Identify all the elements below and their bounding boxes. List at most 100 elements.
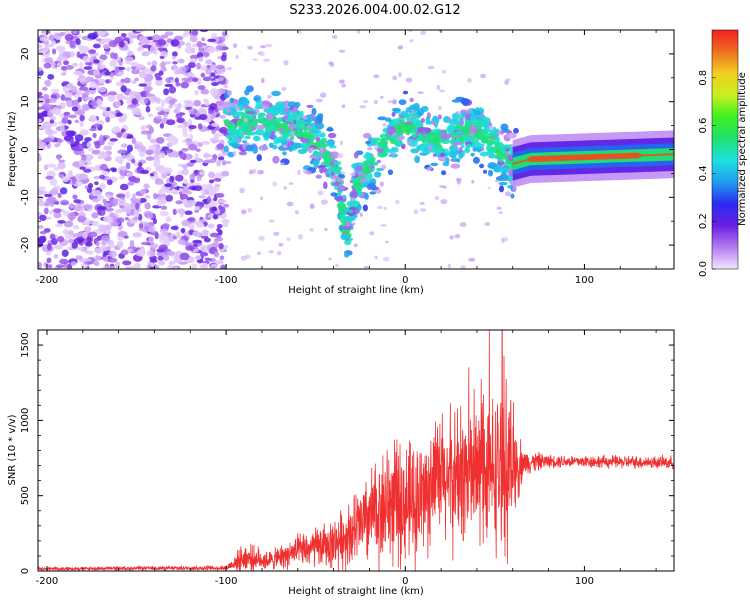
spectrogram-cell <box>58 159 66 164</box>
spectrogram-cell <box>310 112 315 120</box>
spectrogram-cell <box>78 159 85 166</box>
x-tick-label: 0 <box>402 275 408 286</box>
snr-y-ticks: 0 500 1000 1500 <box>20 329 674 574</box>
spectrogram-cell <box>98 209 106 216</box>
spectrogram-cell <box>119 205 124 209</box>
spectrogram-cell <box>135 30 146 33</box>
spectrogram-cell <box>38 112 47 117</box>
spectrogram-cell <box>206 196 212 204</box>
spectrogram-cell <box>189 35 198 43</box>
spectrogram-cell <box>48 98 57 103</box>
spectrogram-cell <box>164 148 174 153</box>
spectrogram-cell <box>139 197 147 203</box>
spectrogram-cell <box>309 227 314 232</box>
spectrogram-cell <box>125 266 135 269</box>
spectrogram-cell <box>466 143 472 148</box>
spectrogram-cell <box>414 155 421 164</box>
spectrogram-cell <box>93 247 104 254</box>
spectrogram-cell <box>110 52 115 59</box>
spectrogram-cell <box>210 72 216 77</box>
spectrogram-cell <box>442 133 451 140</box>
spectrogram-cell <box>500 174 509 182</box>
spectrogram-cell <box>260 45 266 49</box>
spectrogram-cell <box>452 154 457 162</box>
spectrogram-cell <box>98 78 106 84</box>
spectrogram-cell <box>164 183 172 188</box>
spectrogram-cell <box>152 193 158 200</box>
spectrogram-cell <box>331 178 337 183</box>
spectrogram-cell <box>240 112 245 118</box>
spectrogram-cell <box>328 257 332 261</box>
spectrogram-cell <box>209 232 219 238</box>
spectrogram-cell <box>91 198 100 203</box>
spectrogram-cell <box>67 213 77 220</box>
spectrogram-cell <box>161 172 168 179</box>
spectrogram-cell <box>49 119 55 124</box>
spectrogram-cell <box>283 114 289 121</box>
spectrogram-cell <box>168 104 173 109</box>
spectrogram-cell <box>493 129 499 135</box>
spectrogram-cell <box>184 79 192 83</box>
spectrogram-cell <box>507 154 514 162</box>
spectrogram-cell <box>222 203 230 208</box>
spectrogram-cell <box>196 62 201 70</box>
spectrogram-cell <box>163 167 173 175</box>
spectrogram-cell <box>229 142 238 147</box>
spectrogram-cell <box>57 192 62 198</box>
y-tick-label: 0 <box>20 146 31 152</box>
spectrogram-cell <box>263 58 270 62</box>
spectrogram-cell <box>75 143 84 152</box>
colorbar-tick-label: 0.4 <box>698 165 709 181</box>
spectrogram-cell <box>349 172 356 177</box>
spectrogram-cell <box>51 238 58 246</box>
spectrogram-cell <box>400 110 409 118</box>
spectrogram-cell <box>111 127 121 133</box>
spectrogram-cell <box>38 140 44 148</box>
spectrogram-cell <box>188 124 197 130</box>
spectrogram-cell <box>55 264 65 269</box>
spectrogram-cell <box>95 241 100 247</box>
spectrogram-cell <box>247 208 253 213</box>
spectrogram-cell <box>50 94 57 99</box>
spectrogram-cell <box>126 171 134 177</box>
spectrogram-cell <box>127 248 133 253</box>
spectrogram-cell <box>402 90 409 95</box>
spectrogram-cell <box>109 60 117 67</box>
spectrogram-cell <box>451 112 461 120</box>
spectrogram-cell <box>175 200 183 205</box>
spectrogram-cell <box>170 225 179 231</box>
spectrogram-cell <box>108 40 118 48</box>
spectrogram-cell <box>307 128 317 132</box>
spectrogram-cell <box>392 75 398 81</box>
spectrogram-cell <box>469 125 478 133</box>
spectrogram-cell <box>222 221 229 228</box>
spectrogram-cell <box>374 255 379 260</box>
spectrogram-cell <box>227 90 232 96</box>
colorbar-ticks: 0.0 0.2 0.4 0.6 0.8 <box>698 70 716 277</box>
spectrogram-cell <box>187 62 196 69</box>
spectrogram-cell <box>130 91 139 96</box>
spectrogram-cell <box>468 257 476 262</box>
spectrogram-cell <box>256 154 262 162</box>
spectrogram-cell <box>172 235 177 240</box>
spectrogram-cell <box>93 260 99 266</box>
snr-x-ticks: -200 -100 0 100 <box>36 330 657 587</box>
spectrogram-cell <box>384 117 392 123</box>
spectrogram-cell <box>392 99 397 105</box>
spectrogram-cell <box>480 73 486 79</box>
spectrogram-cell <box>157 255 164 261</box>
colorbar-gradient <box>712 30 738 269</box>
spectrogram-blobs <box>38 30 674 269</box>
spectrogram-cell <box>160 34 169 39</box>
spectrogram-cell <box>138 161 143 168</box>
spectrogram-cell <box>169 175 175 183</box>
spectrogram-cell <box>412 126 418 132</box>
spectrogram-cell <box>409 39 414 43</box>
spectrogram-cell <box>485 140 495 146</box>
spectrogram-cell <box>173 190 179 195</box>
spectrogram-cell <box>190 222 195 229</box>
spectrogram-cell <box>436 148 442 157</box>
spectrogram-cell <box>82 104 87 110</box>
spectrogram-cell <box>177 208 186 215</box>
spectrogram-cell <box>103 145 113 151</box>
